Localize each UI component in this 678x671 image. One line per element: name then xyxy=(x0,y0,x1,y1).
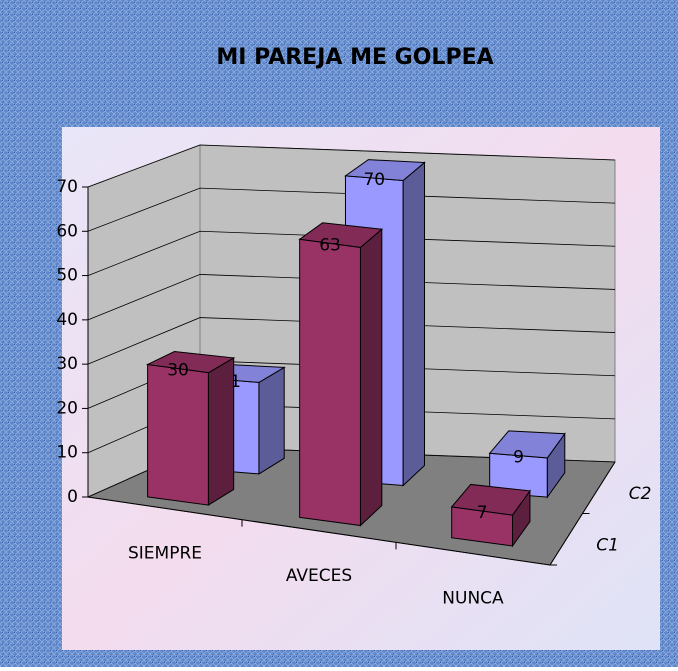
series-label: C2 xyxy=(629,484,652,504)
y-tick-label: 20 xyxy=(56,398,78,418)
bar-front xyxy=(299,238,361,527)
y-tick-label: 30 xyxy=(56,354,78,374)
data-label: 30 xyxy=(167,361,189,381)
bar-side xyxy=(207,357,235,506)
y-tick-label: 40 xyxy=(56,310,78,330)
bar-side xyxy=(359,228,383,527)
y-tick-label: 10 xyxy=(56,443,78,463)
x-tick-label: AVECES xyxy=(286,566,352,586)
bar-side xyxy=(258,366,285,475)
grid-line xyxy=(87,144,616,188)
y-tick-label: 50 xyxy=(56,266,78,286)
bar xyxy=(145,350,236,506)
bar xyxy=(298,222,384,527)
data-label: 63 xyxy=(319,235,341,255)
x-tick-label: SIEMPRE xyxy=(128,543,202,563)
bar-side xyxy=(402,161,425,487)
data-label: 9 xyxy=(513,448,524,468)
bar xyxy=(488,430,566,499)
grid-line xyxy=(87,187,616,232)
bar xyxy=(450,483,531,548)
data-label: 70 xyxy=(363,170,385,190)
chart-title: MI PAREJA ME GOLPEA xyxy=(216,45,493,70)
grid-line xyxy=(87,230,616,276)
y-tick-label: 60 xyxy=(56,221,78,241)
bar-top xyxy=(298,222,384,248)
bar-top xyxy=(145,350,236,374)
bar-top xyxy=(450,483,531,516)
x-tick-label: NUNCA xyxy=(442,589,504,609)
x-axis xyxy=(87,496,551,566)
data-label: 7 xyxy=(477,503,488,523)
y-tick-label: 0 xyxy=(67,487,78,507)
depth-axis xyxy=(549,461,616,566)
grid-line xyxy=(87,274,616,321)
grid-line xyxy=(87,317,616,365)
bar-top xyxy=(344,159,426,182)
bar-top xyxy=(488,430,566,459)
bar-front xyxy=(147,363,209,506)
series-label: C1 xyxy=(596,535,619,555)
y-tick-label: 70 xyxy=(56,177,78,197)
